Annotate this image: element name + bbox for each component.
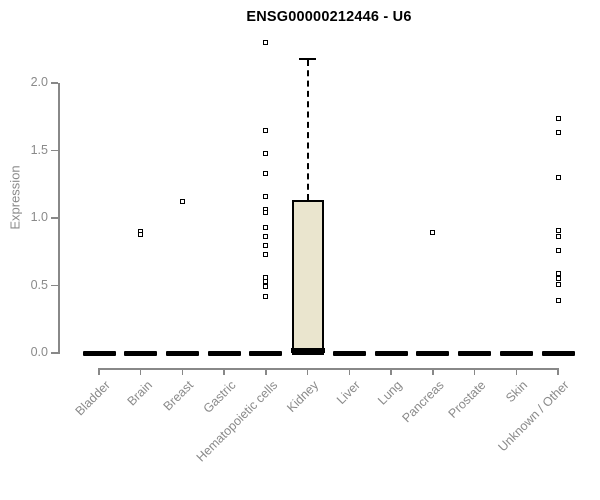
x-tick-label: Gastric (200, 378, 239, 416)
x-tick-label: Bladder (72, 378, 113, 419)
zero-boxplot-bar (541, 351, 575, 356)
x-tick-label: Prostate (445, 378, 489, 421)
outlier-point (138, 231, 144, 237)
y-tick (51, 352, 58, 354)
zero-boxplot-bar (499, 351, 533, 356)
outlier-point (263, 150, 269, 156)
zero-boxplot-bar (124, 351, 158, 356)
outlier-point (263, 278, 269, 284)
x-tick-label: Breast (160, 378, 197, 414)
outlier-point (263, 242, 269, 248)
outlier-point (555, 276, 561, 282)
x-tick (181, 368, 184, 375)
x-tick (515, 368, 518, 375)
median-line (290, 348, 325, 354)
zero-boxplot-bar (374, 351, 408, 356)
zero-boxplot-bar (458, 351, 492, 356)
whisker-cap (299, 58, 317, 61)
outlier-point (263, 293, 269, 299)
outlier-point (555, 130, 561, 136)
outlier-point (179, 199, 185, 205)
x-tick (98, 368, 100, 375)
y-tick-label: 1.5 (30, 142, 48, 157)
y-tick-label: 0.0 (30, 345, 48, 359)
zero-boxplot-bar (332, 351, 366, 356)
outlier-point (263, 193, 269, 199)
outlier-point (555, 281, 561, 287)
outlier-point (263, 251, 269, 257)
x-axis-line (99, 368, 560, 370)
outlier-point (263, 127, 269, 133)
x-tick (432, 368, 434, 375)
zero-boxplot-bar (416, 351, 450, 356)
y-tick (51, 217, 58, 219)
x-tick (390, 368, 392, 375)
outlier-point (263, 234, 269, 240)
outlier-point (263, 40, 269, 45)
y-tick-label: 1.0 (30, 210, 48, 224)
y-axis-label: Expression (7, 165, 23, 230)
x-tick (223, 368, 225, 375)
y-tick (51, 284, 58, 287)
outlier-point (263, 224, 269, 230)
chart-title: ENSG00000212446 - U6 (246, 9, 412, 25)
outlier-point (555, 234, 561, 240)
y-axis-line (58, 83, 60, 354)
y-tick-label: 2.0 (30, 75, 48, 89)
outlier-point (263, 284, 269, 290)
box-kidney (291, 200, 324, 355)
x-tick-label: Hematopoietic cells (193, 378, 280, 465)
y-tick-label: 0.5 (30, 277, 48, 292)
x-tick-label: Pancreas (399, 378, 447, 426)
outlier-point (555, 175, 561, 180)
x-tick-label: Liver (334, 378, 364, 408)
x-tick-label: Lung (375, 378, 406, 408)
outlier-point (555, 270, 561, 276)
x-tick-label: Kidney (284, 378, 322, 415)
outlier-point (555, 297, 561, 303)
zero-boxplot-bar (165, 351, 199, 356)
x-tick-label: Skin (503, 378, 531, 406)
zero-boxplot-bar (82, 351, 116, 356)
y-tick (51, 149, 58, 152)
outlier-point (263, 170, 269, 176)
x-tick (557, 368, 559, 375)
outlier-point (555, 115, 561, 121)
outlier-point (263, 210, 269, 216)
x-tick (306, 368, 309, 375)
x-tick (473, 368, 476, 375)
x-tick (348, 368, 351, 375)
outlier-point (555, 247, 561, 253)
zero-boxplot-bar (207, 351, 241, 356)
x-tick (139, 368, 142, 375)
y-tick (51, 82, 58, 84)
upper-whisker (306, 60, 309, 201)
zero-boxplot-bar (249, 351, 283, 356)
outlier-point (430, 230, 436, 236)
outlier-point (555, 227, 561, 233)
x-tick-label: Brain (124, 378, 155, 409)
x-tick (265, 368, 267, 375)
